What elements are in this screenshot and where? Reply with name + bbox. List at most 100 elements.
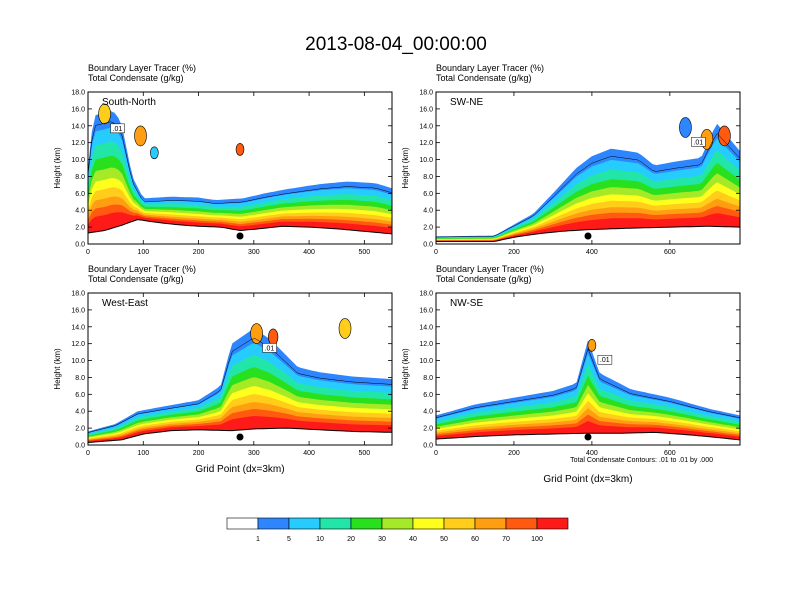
y-axis-label: Height (km) [401,147,410,189]
colorbar-swatch [257,517,290,530]
x-tick-label: 400 [586,450,598,457]
x-tick-label: 500 [359,450,371,457]
colorbar-swatch [226,517,259,530]
y-tick-label: 0.0 [75,443,85,450]
x-tick-label: 200 [193,249,205,256]
panel-subtitle-1: Boundary Layer Tracer (%) [88,264,196,274]
x-tick-label: 400 [303,249,315,256]
panel-subtitle-1: Boundary Layer Tracer (%) [436,63,544,73]
y-tick-label: 18.0 [71,90,85,97]
panel-title: West-East [102,298,148,309]
colorbar-label: 20 [347,536,355,543]
y-tick-label: 4.0 [423,409,433,416]
y-axis-label: Height (km) [401,348,410,390]
y-tick-label: 16.0 [71,307,85,314]
y-tick-label: 16.0 [419,106,433,113]
tracer-band-10 [88,212,392,234]
terrain [88,219,392,244]
condensate-cell-2 [718,125,731,147]
y-tick-label: 18.0 [419,291,433,298]
contour-label: .01 [265,345,275,352]
condensate-cell-2 [338,318,352,339]
y-tick-label: 4.0 [423,208,433,215]
y-tick-label: 6.0 [423,392,433,399]
colorbar-swatch [505,517,538,530]
contour-label-box [691,137,706,147]
panel-0: 0.0 2.0 4.0 6.0 8.0 10.0 12.0 14.0 16.0 18.0 0 100 2… [53,63,393,256]
y-tick-label: 10.0 [71,157,85,164]
y-tick-label: 4.0 [75,208,85,215]
y-tick-label: 8.0 [423,375,433,382]
y-tick-label: 0.0 [75,242,85,249]
x-tick-label: 600 [664,450,676,457]
plot-area [436,117,740,244]
y-tick-label: 14.0 [419,123,433,130]
plot-area [88,103,392,244]
x-tick-label: 100 [137,450,149,457]
y-tick-label: 4.0 [75,409,85,416]
panel-subtitle-2: Total Condensate (g/kg) [88,274,184,284]
panel-subtitle-2: Total Condensate (g/kg) [436,274,532,284]
colorbar-label: 100 [531,536,543,543]
x-tick-label: 0 [86,450,90,457]
x-tick-label: 400 [303,450,315,457]
x-tick-label: 300 [248,450,260,457]
plot-frame [87,292,393,446]
colorbar-label: 50 [440,536,448,543]
x-tick-label: 200 [508,249,520,256]
x-tick-label: 0 [434,249,438,256]
contour-label: .01 [600,357,610,364]
colorbar-label: 5 [287,536,291,543]
y-tick-label: 14.0 [71,324,85,331]
panel-title: South-North [102,97,156,108]
x-tick-label: 400 [586,249,598,256]
plot-area [436,339,740,445]
y-tick-label: 0.0 [423,242,433,249]
condensate-cell-3 [150,146,159,160]
contour-label: .01 [693,139,703,146]
condensate-contour [88,121,392,204]
location-marker [236,433,244,441]
y-tick-label: 2.0 [423,426,433,433]
colorbar-swatch [536,517,569,530]
y-tick-label: 6.0 [423,191,433,198]
panel-3: 0.0 2.0 4.0 6.0 8.0 10.0 12.0 14.0 16.0 18.0 0 200 4… [401,264,741,485]
y-tick-label: 10.0 [419,157,433,164]
condensate-cell-1 [268,328,279,346]
plot-area [88,318,392,445]
panel-subtitle-2: Total Condensate (g/kg) [436,73,532,83]
x-tick-label: 300 [248,249,260,256]
colorbar-swatch [288,517,321,530]
panel-2: 0.0 2.0 4.0 6.0 8.0 10.0 12.0 14.0 16.0 18.0 0 100 2… [53,264,393,475]
colorbar-swatch [474,517,507,530]
condensate-cell-0 [250,323,263,344]
colorbar-swatch [319,517,352,530]
y-tick-label: 6.0 [75,392,85,399]
condensate-cell-0 [98,103,111,125]
colorbar: 1 5 10 20 30 40 50 60 70 100 [226,517,569,543]
x-tick-label: 200 [508,450,520,457]
location-marker [584,232,592,240]
y-tick-label: 12.0 [71,341,85,348]
panel-title: NW-SE [450,298,483,309]
colorbar-label: 10 [316,536,324,543]
colorbar-swatch [443,517,476,530]
y-tick-label: 10.0 [419,358,433,365]
y-tick-label: 18.0 [419,90,433,97]
x-tick-label: 500 [359,249,371,256]
panel-subtitle-1: Boundary Layer Tracer (%) [436,264,544,274]
condensate-contour [436,347,740,419]
x-tick-label: 0 [86,249,90,256]
y-axis-label: Height (km) [53,147,62,189]
colorbar-label: 30 [378,536,386,543]
tracer-band-10 [436,213,740,242]
tracer-band-10 [436,421,740,440]
y-tick-label: 2.0 [75,225,85,232]
y-tick-label: 16.0 [419,307,433,314]
x-axis-label: Grid Point (dx=3km) [543,474,632,485]
plot-frame [435,292,741,446]
colorbar-label: 70 [502,536,510,543]
colorbar-swatch [381,517,414,530]
condensate-contour [88,338,392,433]
